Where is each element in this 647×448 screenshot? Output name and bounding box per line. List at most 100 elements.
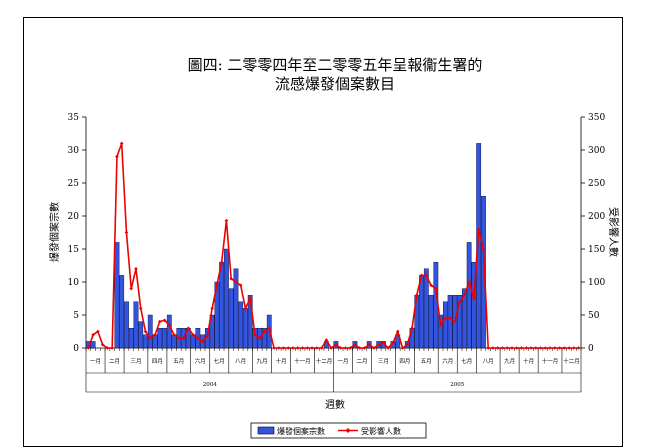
affected-point bbox=[514, 346, 519, 350]
y-left-tick-label: 20 bbox=[68, 212, 80, 222]
y-left-tick-label: 15 bbox=[68, 245, 80, 255]
outbreak-bar bbox=[114, 242, 120, 349]
y-left-tick-label: 25 bbox=[68, 179, 80, 189]
affected-point bbox=[357, 346, 362, 350]
affected-point bbox=[414, 293, 419, 297]
affected-point bbox=[134, 267, 138, 271]
month-label: 四月 bbox=[399, 358, 410, 365]
affected-point bbox=[500, 346, 505, 350]
outbreak-bar bbox=[128, 328, 134, 349]
affected-point bbox=[153, 333, 157, 337]
outbreak-bar bbox=[481, 195, 486, 349]
affected-point bbox=[138, 306, 143, 311]
affected-point bbox=[338, 346, 343, 350]
affected-point bbox=[148, 336, 153, 340]
affected-point bbox=[310, 346, 314, 350]
y-left-tick-label: 0 bbox=[73, 344, 79, 354]
affected-point bbox=[472, 296, 476, 301]
outbreak-bar bbox=[457, 295, 463, 349]
affected-point bbox=[143, 329, 148, 334]
month-label: 九月 bbox=[257, 357, 268, 365]
affected-point bbox=[353, 342, 357, 347]
affected-point bbox=[572, 346, 576, 350]
affected-point bbox=[495, 346, 500, 350]
outbreak-bar bbox=[247, 295, 253, 349]
affected-point bbox=[305, 346, 310, 350]
affected-line bbox=[87, 143, 579, 350]
affected-point bbox=[362, 346, 367, 350]
y-right-tick-label: 50 bbox=[588, 311, 600, 321]
affected-point bbox=[105, 346, 110, 350]
affected-point bbox=[434, 286, 438, 291]
affected-point bbox=[234, 280, 238, 284]
month-label: 七月 bbox=[214, 357, 225, 365]
affected-point bbox=[186, 326, 191, 330]
month-label: 三月 bbox=[378, 358, 389, 365]
outbreak-bar bbox=[442, 301, 448, 349]
outbreak-bar bbox=[219, 262, 225, 349]
affected-point bbox=[524, 346, 529, 350]
affected-point bbox=[410, 326, 414, 330]
title-line-2: 流感爆發個案數目 bbox=[275, 75, 395, 93]
affected-point bbox=[196, 336, 200, 340]
month-label: 一月 bbox=[338, 358, 349, 365]
affected-point bbox=[248, 296, 253, 301]
y-left-tick-label: 5 bbox=[73, 311, 79, 321]
y-right-tick-label: 150 bbox=[588, 245, 605, 255]
outbreak-bar bbox=[157, 328, 163, 349]
affected-point bbox=[476, 227, 481, 231]
affected-point bbox=[348, 346, 352, 350]
affected-point bbox=[562, 346, 567, 350]
month-label: 六月 bbox=[442, 357, 453, 365]
affected-point bbox=[505, 346, 510, 350]
y-axis-left-title: 爆發個案宗數 bbox=[48, 202, 61, 262]
affected-point bbox=[177, 336, 181, 340]
legend-bar-swatch bbox=[257, 426, 275, 435]
affected-point bbox=[438, 323, 443, 327]
x-axis-title: 週數 bbox=[325, 398, 345, 411]
affected-point bbox=[267, 326, 272, 330]
affected-point bbox=[424, 273, 429, 278]
month-label: 三月 bbox=[130, 358, 141, 365]
month-label: 六月 bbox=[195, 357, 206, 365]
affected-point bbox=[519, 346, 524, 350]
affected-point bbox=[86, 346, 91, 350]
month-label: 八月 bbox=[483, 358, 494, 365]
outbreak-bar bbox=[228, 288, 234, 349]
affected-point bbox=[129, 286, 134, 291]
legend-label-affected: 受影響人數 bbox=[361, 426, 401, 436]
month-label: 九月 bbox=[504, 357, 515, 365]
month-label: 十二月 bbox=[563, 357, 580, 365]
affected-point bbox=[296, 346, 300, 350]
legend-marker-swatch bbox=[345, 428, 351, 433]
affected-point bbox=[172, 333, 176, 337]
affected-point bbox=[510, 346, 514, 350]
line-series-affected bbox=[86, 141, 581, 350]
affected-point bbox=[329, 346, 333, 350]
affected-point bbox=[257, 336, 262, 340]
affected-point bbox=[210, 306, 214, 311]
affected-point bbox=[281, 346, 286, 350]
affected-point bbox=[367, 342, 371, 347]
x-axis-labels: 一月 二月 三月 四月 五月 六月 七月 八月 九月 十月 十一月 十二月 一月 二月 三月 四月 五月 六月 七月… bbox=[85, 348, 582, 393]
affected-point bbox=[419, 273, 424, 278]
outbreak-bar bbox=[419, 275, 424, 349]
affected-point bbox=[229, 276, 233, 281]
y-left-tick-label: 35 bbox=[68, 113, 80, 123]
affected-point bbox=[253, 333, 257, 337]
outbreak-bar bbox=[162, 328, 167, 349]
affected-point bbox=[567, 346, 571, 350]
affected-point bbox=[538, 346, 543, 350]
y-right-tick-label: 100 bbox=[588, 278, 605, 288]
affected-point bbox=[557, 346, 562, 350]
affected-point bbox=[215, 283, 219, 288]
month-label: 五月 bbox=[173, 358, 184, 365]
affected-point bbox=[381, 340, 386, 345]
y-axis-right-title: 受影響人數 bbox=[607, 207, 620, 257]
outbreak-bar bbox=[252, 328, 258, 349]
affected-point bbox=[205, 334, 210, 338]
outbreak-bar bbox=[233, 268, 239, 349]
outbreak-bar bbox=[243, 308, 248, 349]
month-label: 十一月 bbox=[542, 357, 559, 365]
affected-point bbox=[286, 346, 291, 350]
